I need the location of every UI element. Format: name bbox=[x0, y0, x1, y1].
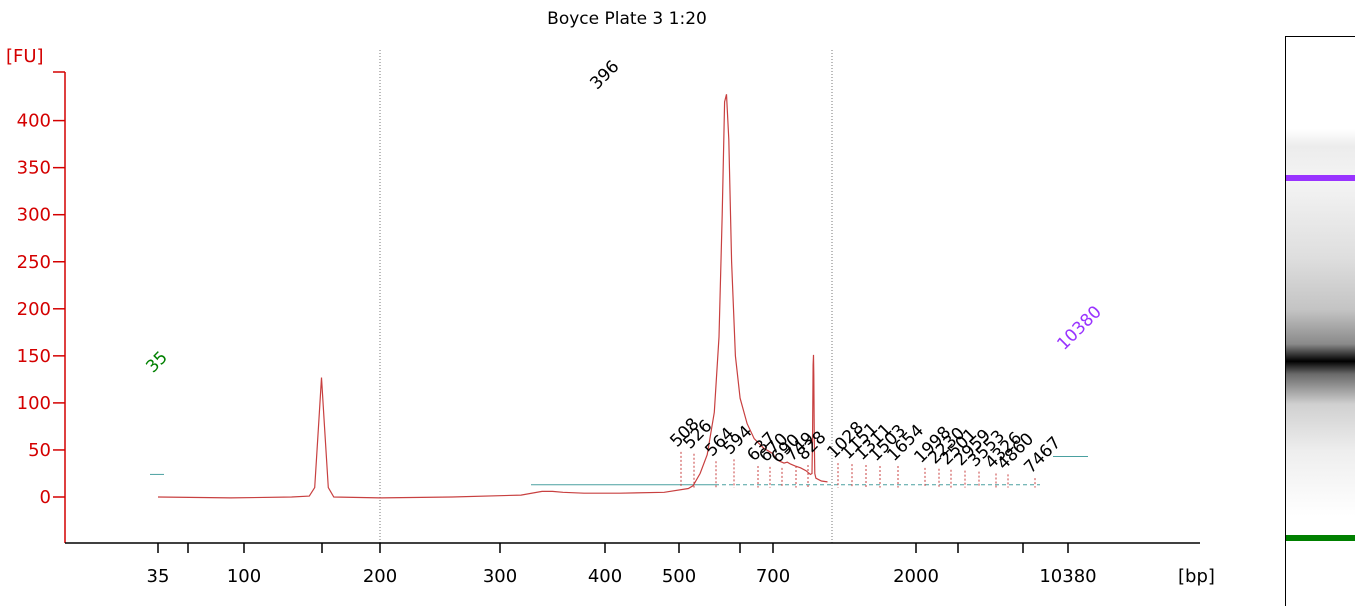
y-tick-label-400: 400 bbox=[17, 111, 51, 132]
y-tick-label-150: 150 bbox=[17, 346, 51, 367]
y-tick-label-100: 100 bbox=[17, 393, 51, 414]
x-axis-label: [bp] bbox=[1178, 566, 1215, 587]
peak-label-10380: 10380 bbox=[1053, 302, 1105, 354]
x-tick-label-500: 500 bbox=[662, 566, 696, 587]
gel-smear bbox=[1286, 129, 1355, 559]
gel-lane bbox=[1285, 36, 1355, 606]
x-tick-label-200: 200 bbox=[363, 566, 397, 587]
x-tick-label-35: 35 bbox=[147, 566, 170, 587]
peak-label-396: 396 bbox=[586, 57, 623, 94]
electropherogram-trace bbox=[157, 94, 828, 499]
y-tick-label-250: 250 bbox=[17, 252, 51, 273]
x-tick-label-2000: 2000 bbox=[893, 566, 939, 587]
y-tick-label-350: 350 bbox=[17, 158, 51, 179]
vertical-gridlines bbox=[379, 50, 833, 543]
x-tick-label-300: 300 bbox=[483, 566, 517, 587]
y-axis-label: [FU] bbox=[6, 46, 44, 67]
y-tick-label-0: 0 bbox=[40, 487, 51, 508]
y-tick-label-200: 200 bbox=[17, 299, 51, 320]
x-tick-label-100: 100 bbox=[227, 566, 261, 587]
x-tick-label-700: 700 bbox=[756, 566, 790, 587]
trace-group bbox=[157, 94, 828, 499]
y-tick-label-50: 50 bbox=[28, 440, 51, 461]
peak-label-35: 35 bbox=[142, 348, 171, 377]
x-tick-label-10380: 10380 bbox=[1039, 566, 1096, 587]
y-axis: 0 50 100 150 200 250 300 350 400 bbox=[17, 71, 66, 543]
x-tick-label-400: 400 bbox=[588, 566, 622, 587]
chart-title: Boyce Plate 3 1:20 bbox=[547, 9, 707, 29]
y-tick-label-300: 300 bbox=[17, 205, 51, 226]
peak-baselines bbox=[150, 451, 1088, 488]
electropherogram-chart: Boyce Plate 3 1:20 [FU] [bp] 35396508526… bbox=[6, 9, 1215, 587]
x-axis: 35 100 200 300 400 500 700 2000 10380 bbox=[65, 542, 1200, 587]
peak-labels: 3539650852656459463767069074982810281151… bbox=[142, 57, 1105, 478]
lower-marker-band bbox=[1286, 535, 1355, 541]
upper-marker-band bbox=[1286, 175, 1355, 181]
